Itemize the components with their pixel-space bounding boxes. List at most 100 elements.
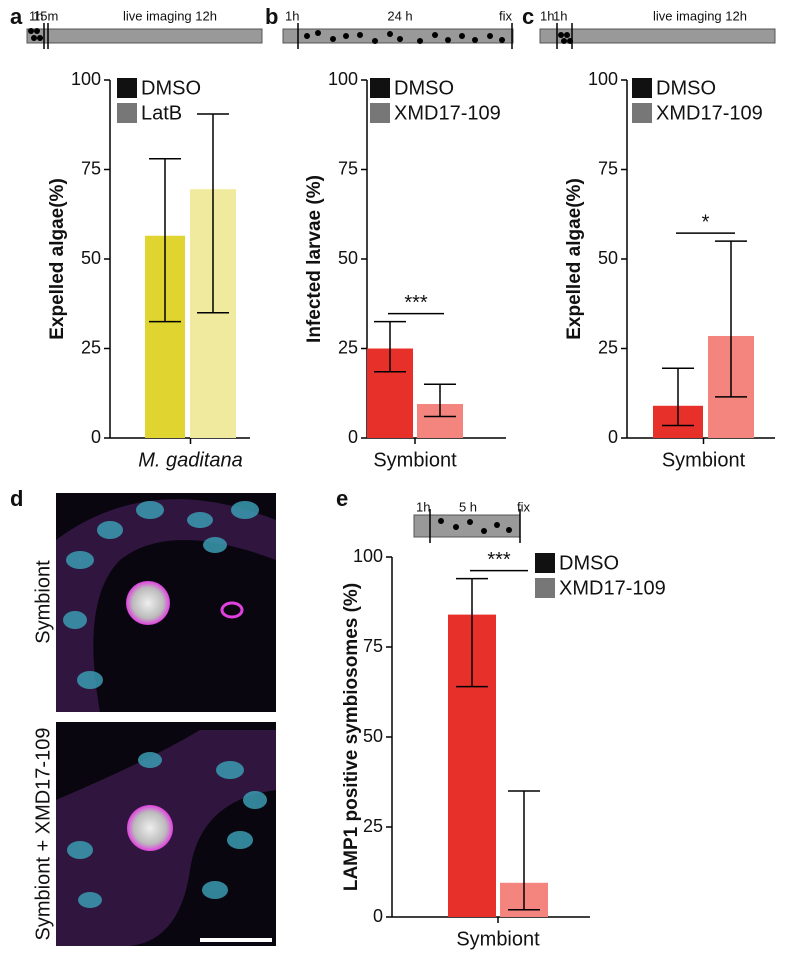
timeline-dot: [387, 31, 393, 37]
significance-label: ***: [487, 549, 511, 571]
y-axis-label: Expelled algae(%): [47, 178, 68, 340]
timeline-bar: [282, 28, 514, 44]
y-tick-label: 0: [373, 906, 383, 926]
timeline-label: 1h: [553, 8, 567, 23]
error-bar: [149, 158, 181, 323]
image-label: Symbiont + XMD17-109: [32, 728, 54, 941]
timeline-dot: [315, 30, 321, 36]
error-bar: [424, 383, 456, 418]
legend-swatch: [370, 78, 390, 98]
timeline-dot: [567, 38, 573, 44]
y-tick-label: 25: [598, 337, 618, 357]
legend-swatch: [535, 553, 555, 573]
error-bar: [662, 367, 694, 427]
x-tick-label: Symbiont: [456, 928, 540, 950]
timeline-dot: [467, 519, 473, 525]
timeline-dot: [438, 518, 444, 524]
timeline-dot: [304, 33, 310, 39]
image-label: Symbiont: [32, 560, 54, 644]
timeline-dot: [357, 32, 363, 38]
y-tick-label: 50: [363, 726, 383, 746]
timeline-dot: [564, 32, 570, 38]
timeline-dot: [31, 35, 37, 41]
error-bar: [197, 113, 229, 314]
panel-label: c: [522, 4, 534, 29]
y-tick-label: 100: [71, 69, 101, 89]
error-bar: [456, 577, 488, 688]
y-tick-label: 75: [363, 636, 383, 656]
timeline-label: 1h: [416, 499, 430, 514]
y-tick-label: 100: [353, 546, 383, 566]
x-tick-label: M. gaditana: [138, 449, 243, 471]
y-axis-label: Expelled algae(%): [564, 178, 585, 340]
legend-label: XMD17-109: [559, 577, 666, 599]
timeline-dot: [28, 28, 34, 34]
micrograph-top: [56, 493, 276, 712]
y-tick-label: 25: [81, 337, 101, 357]
timeline-dot: [558, 32, 564, 38]
timeline-dot: [34, 28, 40, 34]
micrograph-bottom: [56, 722, 276, 946]
timeline-dot: [330, 36, 336, 42]
x-tick-label: Symbiont: [373, 449, 457, 471]
legend-swatch: [632, 103, 652, 123]
legend-swatch: [117, 78, 137, 98]
timeline-dot: [499, 37, 505, 43]
timeline-dot: [372, 38, 378, 44]
timeline-bar: [26, 28, 263, 44]
y-tick-label: 75: [598, 158, 618, 178]
panel-label: d: [10, 486, 23, 511]
legend-label: DMSO: [656, 77, 716, 99]
y-tick-label: 50: [598, 248, 618, 268]
timeline-dot: [494, 522, 500, 528]
timeline-dot: [343, 33, 349, 39]
y-tick-label: 75: [338, 158, 358, 178]
timeline-label: live imaging 12h: [653, 8, 747, 23]
timeline-dot: [445, 37, 451, 43]
panel-label: a: [10, 4, 23, 29]
y-tick-label: 25: [338, 337, 358, 357]
y-axis-label: LAMP1 positive symbiosomes (%): [341, 583, 362, 891]
timeline-dot: [487, 33, 493, 39]
timeline-dot: [417, 38, 423, 44]
timeline-dot: [561, 38, 567, 44]
timeline-label: 5 h: [459, 499, 477, 514]
significance-label: ***: [404, 292, 428, 314]
legend-label: XMD17-109: [656, 102, 763, 124]
error-bar: [508, 790, 540, 911]
timeline-label: 1h: [29, 8, 43, 23]
timeline-label: fix: [517, 499, 531, 514]
y-axis-label: Infected larvae (%): [304, 175, 325, 343]
timeline-dot: [472, 37, 478, 43]
timeline-dot: [37, 35, 43, 41]
timeline-label: 15m: [33, 8, 58, 23]
legend-label: DMSO: [141, 77, 201, 99]
error-bar: [374, 320, 406, 373]
y-tick-label: 75: [81, 158, 101, 178]
timeline-dot: [459, 33, 465, 39]
timeline-label: fix: [499, 8, 513, 23]
error-bar: [715, 240, 747, 398]
timeline-dot: [432, 32, 438, 38]
panel-label: b: [265, 4, 278, 29]
y-tick-label: 100: [328, 69, 358, 89]
legend-label: XMD17-109: [394, 102, 501, 124]
timeline-label: 24 h: [387, 8, 412, 23]
timeline-label: live imaging 12h: [123, 8, 217, 23]
legend-swatch: [632, 78, 652, 98]
legend-label: DMSO: [394, 77, 454, 99]
legend-label: DMSO: [559, 552, 619, 574]
y-tick-label: 100: [588, 69, 618, 89]
y-tick-label: 0: [608, 427, 618, 447]
legend-swatch: [535, 578, 555, 598]
timeline-dot: [397, 36, 403, 42]
legend-label: LatB: [141, 102, 182, 124]
timeline-label: 1h: [540, 8, 554, 23]
x-tick-label: Symbiont: [662, 449, 746, 471]
y-tick-label: 0: [348, 427, 358, 447]
timeline-bar: [539, 28, 776, 44]
panel-label: e: [336, 486, 348, 511]
y-tick-label: 50: [338, 248, 358, 268]
y-tick-label: 0: [91, 427, 101, 447]
